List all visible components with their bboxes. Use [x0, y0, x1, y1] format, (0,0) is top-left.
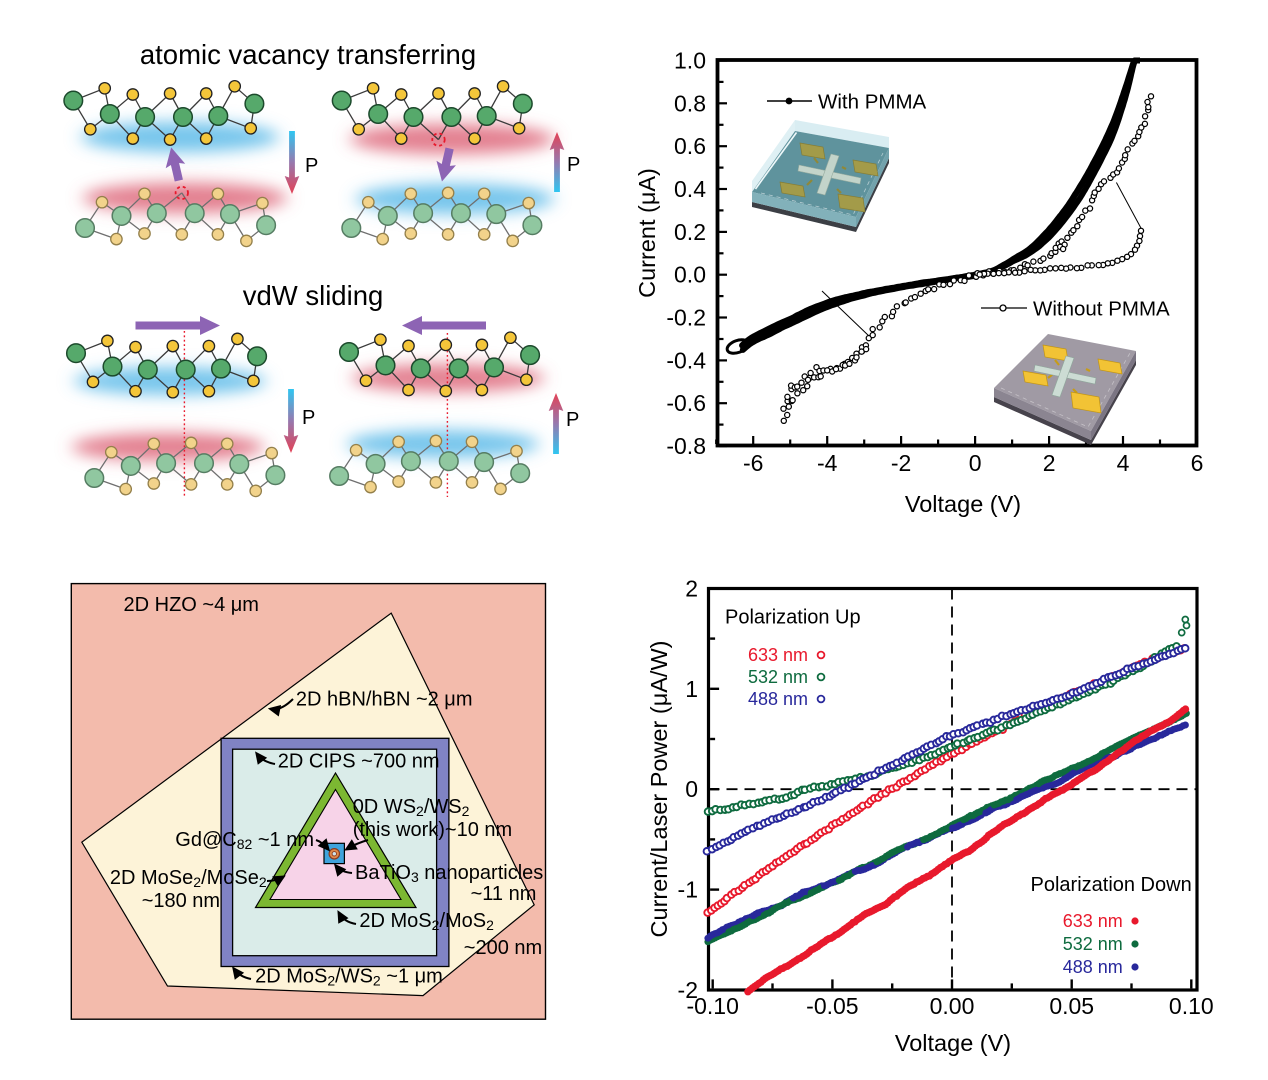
svg-text:(this work)~10 nm: (this work)~10 nm: [353, 819, 513, 841]
svg-text:2D HZO ~4 μm: 2D HZO ~4 μm: [124, 594, 259, 616]
svg-text:atomic vacancy transferring: atomic vacancy transferring: [140, 39, 476, 70]
svg-text:488 nm: 488 nm: [1063, 957, 1123, 977]
svg-text:4: 4: [1117, 450, 1130, 476]
svg-text:532 nm: 532 nm: [1063, 934, 1123, 954]
svg-text:Gd@C82 ~1 nm: Gd@C82 ~1 nm: [175, 829, 314, 852]
svg-text:P: P: [567, 154, 580, 176]
svg-text:633 nm: 633 nm: [1063, 911, 1123, 931]
svg-text:0.2: 0.2: [674, 219, 706, 245]
svg-text:0D WS2/WS2: 0D WS2/WS2: [353, 796, 470, 819]
svg-text:-0.10: -0.10: [686, 993, 738, 1019]
svg-text:2: 2: [1043, 450, 1056, 476]
svg-text:-0.8: -0.8: [666, 433, 706, 459]
svg-text:0.00: 0.00: [930, 993, 975, 1019]
svg-text:~11 nm: ~11 nm: [471, 883, 537, 905]
svg-text:vdW sliding: vdW sliding: [243, 280, 384, 311]
svg-text:P: P: [305, 155, 318, 177]
svg-text:Polarization Down: Polarization Down: [1031, 874, 1192, 896]
svg-text:BaTiO3 nanoparticles: BaTiO3 nanoparticles: [355, 862, 543, 885]
svg-text:2D MoSe2/MoSe2: 2D MoSe2/MoSe2: [110, 867, 267, 890]
svg-text:1.0: 1.0: [674, 48, 706, 74]
svg-text:-0.2: -0.2: [666, 305, 706, 331]
svg-text:488 nm: 488 nm: [748, 689, 808, 709]
svg-text:-6: -6: [743, 450, 763, 476]
svg-text:P: P: [566, 409, 579, 431]
svg-text:2D MoS2/WS2 ~1 μm: 2D MoS2/WS2 ~1 μm: [255, 966, 443, 989]
svg-text:2D MoS2/MoS2: 2D MoS2/MoS2: [359, 910, 494, 933]
svg-text:With PMMA: With PMMA: [818, 91, 927, 114]
svg-text:-2: -2: [891, 450, 911, 476]
svg-text:0.6: 0.6: [674, 133, 706, 159]
svg-text:532 nm: 532 nm: [748, 667, 808, 687]
svg-text:Without PMMA: Without PMMA: [1033, 298, 1170, 321]
svg-text:0.4: 0.4: [674, 176, 706, 202]
svg-text:6: 6: [1191, 450, 1204, 476]
svg-text:~180 nm: ~180 nm: [142, 890, 220, 912]
svg-text:0: 0: [685, 776, 698, 802]
svg-text:2D CIPS ~700 nm: 2D CIPS ~700 nm: [278, 751, 440, 773]
svg-text:-4: -4: [817, 450, 838, 476]
svg-text:~200 nm: ~200 nm: [464, 937, 542, 959]
svg-text:P: P: [302, 407, 315, 429]
svg-text:-0.6: -0.6: [666, 390, 706, 416]
svg-text:-1: -1: [678, 877, 698, 903]
svg-text:2D hBN/hBN ~2 μm: 2D hBN/hBN ~2 μm: [296, 689, 473, 711]
svg-text:-0.4: -0.4: [666, 347, 706, 373]
svg-text:2: 2: [685, 575, 698, 601]
svg-text:Voltage (V): Voltage (V): [905, 491, 1021, 517]
svg-text:0: 0: [969, 450, 982, 476]
svg-text:Current/Laser Power (μA/W): Current/Laser Power (μA/W): [646, 641, 672, 938]
svg-text:-2: -2: [678, 977, 698, 1003]
svg-text:0.0: 0.0: [674, 262, 706, 288]
svg-text:1: 1: [685, 676, 698, 702]
svg-text:0.8: 0.8: [674, 90, 706, 116]
svg-text:0.05: 0.05: [1049, 993, 1094, 1019]
svg-text:0.10: 0.10: [1169, 993, 1214, 1019]
svg-text:Polarization Up: Polarization Up: [725, 607, 861, 629]
svg-text:633 nm: 633 nm: [748, 645, 808, 665]
svg-text:Voltage (V): Voltage (V): [895, 1030, 1011, 1056]
svg-text:-0.05: -0.05: [806, 993, 858, 1019]
svg-text:Current (μA): Current (μA): [634, 168, 660, 298]
